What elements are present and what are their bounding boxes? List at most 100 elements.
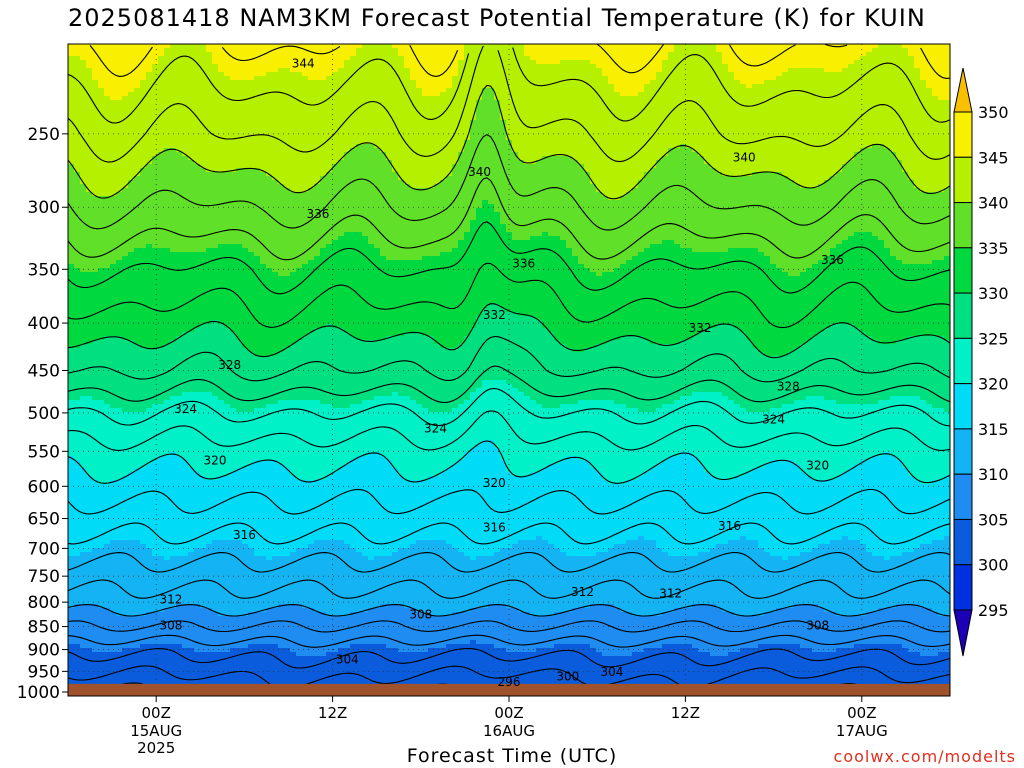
color-cell: [92, 144, 99, 149]
color-cell: [692, 72, 699, 77]
color-cell: [224, 160, 231, 165]
color-cell: [554, 72, 561, 77]
color-cell: [632, 140, 639, 145]
color-cell: [140, 152, 147, 157]
color-cell: [866, 136, 873, 141]
color-cell: [308, 76, 315, 81]
color-cell: [152, 160, 159, 165]
color-cell: [128, 48, 135, 53]
color-cell: [422, 72, 429, 77]
color-cell: [92, 88, 99, 93]
color-cell: [812, 104, 819, 109]
color-cell: [824, 120, 831, 125]
color-cell: [152, 132, 159, 137]
color-cell: [860, 44, 867, 49]
color-cell: [752, 52, 759, 57]
color-cell: [536, 156, 543, 161]
color-cell: [512, 136, 519, 141]
color-cell: [404, 112, 411, 117]
color-cell: [674, 164, 681, 169]
color-cell: [614, 104, 621, 109]
color-cell: [404, 152, 411, 157]
color-cell: [632, 44, 639, 49]
color-cell: [680, 136, 687, 141]
color-cell: [884, 84, 891, 89]
color-cell: [554, 92, 561, 97]
color-cell: [380, 160, 387, 165]
color-cell: [608, 64, 615, 69]
color-cell: [932, 84, 939, 89]
color-cell: [494, 132, 501, 137]
color-cell: [482, 120, 489, 125]
color-cell: [80, 80, 87, 85]
color-cell: [896, 112, 903, 117]
color-cell: [674, 136, 681, 141]
color-cell: [182, 104, 189, 109]
color-cell: [764, 112, 771, 117]
color-cell: [854, 148, 861, 153]
color-cell: [128, 116, 135, 121]
color-cell: [314, 96, 321, 101]
color-cell: [242, 136, 249, 141]
color-cell: [428, 140, 435, 145]
color-cell: [800, 72, 807, 77]
color-cell: [302, 104, 309, 109]
color-cell: [146, 144, 153, 149]
color-cell: [314, 164, 321, 169]
color-cell: [380, 88, 387, 93]
color-cell: [920, 128, 927, 133]
color-cell: [608, 104, 615, 109]
color-cell: [518, 92, 525, 97]
color-cell: [542, 104, 549, 109]
color-cell: [758, 124, 765, 129]
color-cell: [644, 144, 651, 149]
color-cell: [278, 60, 285, 65]
color-cell: [716, 96, 723, 101]
color-cell: [260, 140, 267, 145]
color-cell: [140, 168, 147, 173]
color-cell: [266, 148, 273, 153]
color-cell: [494, 108, 501, 113]
color-cell: [320, 84, 327, 89]
color-cell: [938, 48, 945, 53]
color-cell: [662, 168, 669, 173]
color-cell: [242, 56, 249, 61]
color-cell: [122, 120, 129, 125]
color-cell: [740, 164, 747, 169]
color-cell: [674, 156, 681, 161]
color-cell: [452, 80, 459, 85]
color-cell: [698, 160, 705, 165]
color-cell: [428, 84, 435, 89]
color-cell: [704, 152, 711, 157]
color-cell: [926, 96, 933, 101]
color-cell: [572, 172, 579, 177]
color-cell: [860, 96, 867, 101]
color-cell: [608, 52, 615, 57]
color-cell: [812, 72, 819, 77]
color-cell: [848, 72, 855, 77]
color-cell: [92, 48, 99, 53]
color-cell: [98, 96, 105, 101]
color-cell: [446, 168, 453, 173]
color-cell: [86, 44, 93, 49]
color-cell: [122, 80, 129, 85]
color-cell: [524, 44, 531, 49]
color-cell: [650, 48, 657, 53]
color-cell: [224, 164, 231, 169]
color-cell: [434, 84, 441, 89]
color-cell: [830, 136, 837, 141]
color-cell: [632, 108, 639, 113]
color-cell: [176, 84, 183, 89]
color-cell: [824, 48, 831, 53]
color-cell: [920, 76, 927, 81]
color-cell: [230, 156, 237, 161]
color-cell: [686, 152, 693, 157]
color-cell: [272, 56, 279, 61]
color-cell: [398, 76, 405, 81]
color-cell: [224, 132, 231, 137]
color-cell: [398, 100, 405, 105]
color-cell: [446, 44, 453, 49]
color-cell: [854, 116, 861, 121]
color-cell: [842, 128, 849, 133]
color-cell: [212, 84, 219, 89]
